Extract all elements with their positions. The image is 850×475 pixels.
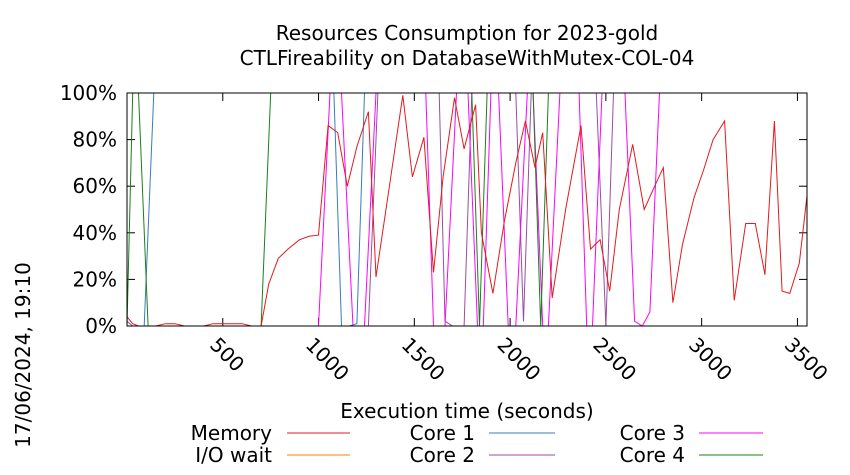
legend-label: Memory — [191, 421, 273, 445]
x-tick-label: 3000 — [684, 333, 737, 386]
plot-area — [127, 93, 807, 326]
x-tick-label: 1500 — [397, 333, 450, 386]
series-line-core-1 — [127, 93, 807, 326]
x-axis-ticks: 500 1000 1500 2000 2500 3000 3500 — [205, 93, 833, 386]
y-tick-label: 0% — [85, 314, 117, 338]
y-tick-label: 40% — [73, 221, 117, 245]
series-line-core-2 — [127, 93, 807, 326]
x-tick-label: 2000 — [493, 333, 546, 386]
chart-title: Resources Consumption for 2023-gold — [276, 21, 658, 45]
series-line-core-3 — [127, 93, 807, 326]
legend-label: I/O wait — [195, 443, 272, 467]
x-tick-label: 3500 — [780, 333, 833, 386]
legend-label: Core 1 — [410, 421, 475, 445]
chart-subtitle: CTLFireability on DatabaseWithMutex-COL-… — [240, 46, 695, 70]
timestamp-label: 17/06/2024, 19:10 — [11, 262, 35, 448]
legend-label: Core 3 — [620, 421, 685, 445]
y-tick-label: 20% — [73, 267, 117, 291]
x-tick-label: 500 — [205, 333, 249, 377]
x-tick-label: 2500 — [588, 333, 641, 386]
y-tick-label: 60% — [73, 174, 117, 198]
plot-border — [126, 92, 808, 327]
legend-label: Core 2 — [410, 443, 475, 467]
y-tick-label: 80% — [73, 128, 117, 152]
x-tick-label: 1000 — [301, 333, 354, 386]
series-line-memory — [127, 95, 807, 326]
y-axis-ticks: 0% 20% 40% 60% 80% 100% — [60, 81, 807, 338]
x-axis-label: Execution time (seconds) — [340, 399, 593, 423]
y-tick-label: 100% — [60, 81, 117, 105]
legend-label: Core 4 — [620, 443, 685, 467]
